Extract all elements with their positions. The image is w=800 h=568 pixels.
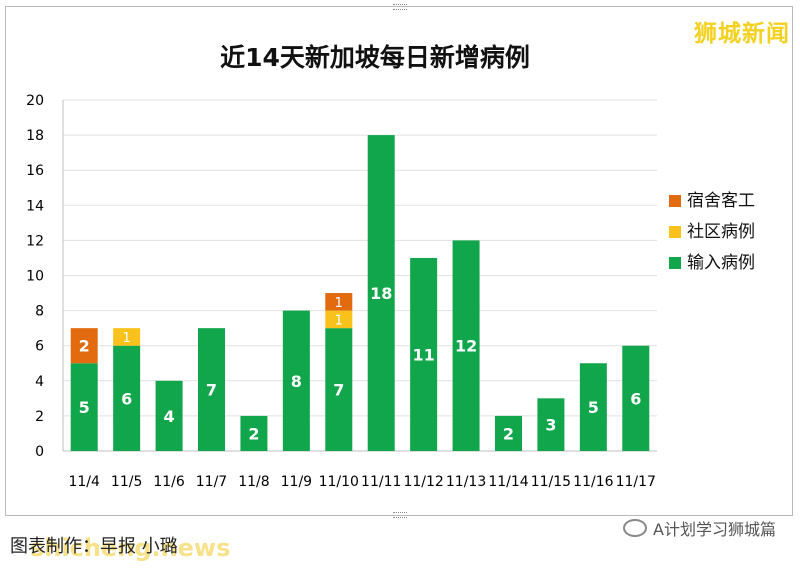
- x-tick-label: 11/12: [403, 474, 443, 490]
- y-tick-label: 2: [35, 409, 44, 425]
- bar-segment-dorm: [325, 293, 353, 311]
- bar-segment-imported: [198, 328, 225, 451]
- x-tick-label: 11/10: [319, 474, 359, 490]
- data-label: 1: [335, 313, 343, 328]
- bar-segment-community: [325, 310, 353, 329]
- data-label: 1: [123, 331, 131, 346]
- watermark-right-text: A计划学习狮城篇: [653, 520, 776, 539]
- data-label: 5: [588, 398, 599, 417]
- x-tick-label: 11/17: [616, 474, 656, 490]
- y-tick-label: 12: [26, 233, 44, 249]
- bar-segment-imported: [537, 398, 565, 451]
- source-credit: 图表制作：早报 小璐: [10, 536, 178, 557]
- x-tick-label: 11/11: [361, 474, 401, 490]
- x-axis: 11/4 11/5 11/6 11/7 11/8 11/9 11/10 11/11 11/12 1…: [68, 474, 655, 490]
- x-tick-label: 11/14: [488, 474, 528, 490]
- chart-title: 近14天新加坡每日新增病例: [220, 43, 530, 72]
- y-tick-label: 8: [35, 304, 44, 320]
- y-tick-label: 18: [26, 128, 44, 144]
- bar-segment-dorm: [70, 328, 98, 364]
- legend-swatch: [669, 226, 681, 238]
- bar-segment-imported: [325, 328, 353, 451]
- y-tick-label: 10: [26, 269, 44, 285]
- x-tick-label: 11/15: [531, 474, 571, 490]
- legend-label: 宿舍客工: [687, 191, 755, 211]
- bar-segment-imported: [155, 380, 183, 451]
- bar-segment-imported: [70, 363, 98, 451]
- bar-segment-community: [113, 328, 141, 346]
- data-label: 11: [413, 345, 435, 364]
- grid: [63, 99, 657, 452]
- legend-label: 社区病例: [687, 222, 755, 242]
- bar-segment-imported: [282, 310, 310, 451]
- watermark-right: A计划学习狮城篇: [623, 516, 776, 540]
- legend-label: 输入病例: [687, 253, 755, 273]
- legend-swatch: [669, 195, 681, 207]
- y-tick-label: 0: [35, 444, 44, 460]
- x-tick-label: 11/5: [111, 474, 142, 490]
- bar-segment-imported: [622, 345, 650, 451]
- x-tick-label: 11/7: [196, 474, 227, 490]
- data-label: 1: [335, 296, 343, 311]
- data-label: 12: [455, 337, 477, 356]
- data-label: 5: [79, 398, 90, 417]
- data-label: 8: [291, 372, 302, 391]
- x-tick-label: 11/6: [153, 474, 185, 490]
- bar-segment-imported: [240, 415, 268, 451]
- data-label: 4: [164, 407, 175, 426]
- data-label: 7: [333, 381, 344, 400]
- data-label: 2: [248, 424, 259, 443]
- data-label: 6: [121, 389, 132, 408]
- wechat-icon: [623, 519, 648, 537]
- bar-segment-imported: [410, 257, 438, 451]
- y-tick-label: 16: [26, 163, 44, 179]
- frame-handle-top[interactable]: [393, 4, 407, 10]
- x-tick-label: 11/9: [281, 474, 312, 490]
- brand-logo: 狮城新闻: [694, 21, 790, 47]
- bar-segment-imported: [113, 345, 141, 451]
- bar-segment-imported: [495, 415, 522, 451]
- bar-segment-imported: [579, 363, 607, 451]
- x-tick-label: 11/16: [573, 474, 613, 490]
- legend-swatch: [669, 257, 681, 269]
- data-label: 2: [503, 424, 514, 443]
- data-label: 7: [206, 381, 217, 400]
- x-tick-label: 11/8: [238, 474, 269, 490]
- bar-segment-imported: [452, 240, 480, 451]
- y-tick-label: 14: [26, 198, 44, 214]
- data-label: 3: [545, 416, 556, 435]
- data-label: 6: [630, 389, 641, 408]
- x-tick-label: 11/4: [68, 474, 100, 490]
- y-tick-label: 6: [35, 339, 44, 355]
- data-label: 2: [79, 337, 90, 356]
- y-tick-label: 4: [35, 374, 44, 390]
- y-tick-label: 20: [26, 93, 44, 109]
- x-tick-label: 11/13: [446, 474, 486, 490]
- data-label: 18: [370, 284, 392, 303]
- bar-segment-imported: [367, 135, 395, 451]
- frame-handle-bottom[interactable]: [393, 512, 407, 518]
- watermark-left: shicheng.news: [30, 534, 231, 562]
